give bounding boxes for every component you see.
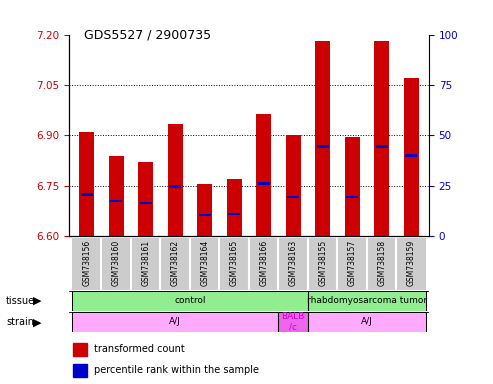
Text: GSM738157: GSM738157 [348, 240, 357, 286]
Text: GSM738160: GSM738160 [112, 240, 121, 286]
Bar [219, 238, 249, 290]
Bar [317, 145, 329, 148]
Text: ▶: ▶ [33, 296, 41, 306]
Bar [140, 202, 152, 204]
Text: BALB
/c: BALB /c [282, 312, 305, 332]
Bar [338, 238, 367, 290]
Bar [279, 238, 308, 290]
Bar [228, 213, 240, 215]
Text: A/J: A/J [169, 318, 181, 326]
Bar [316, 41, 330, 236]
Text: GSM738163: GSM738163 [289, 240, 298, 286]
Text: tissue: tissue [6, 296, 35, 306]
Text: percentile rank within the sample: percentile rank within the sample [94, 366, 259, 376]
Bar [308, 312, 426, 332]
Bar [79, 132, 94, 236]
Bar [102, 238, 131, 290]
Bar [131, 238, 160, 290]
Text: GSM738158: GSM738158 [377, 240, 386, 286]
Bar [109, 156, 124, 236]
Text: control: control [174, 296, 206, 305]
Bar [405, 154, 417, 157]
Bar [249, 238, 279, 290]
Bar [279, 312, 308, 332]
Bar [374, 41, 389, 236]
Bar [72, 343, 87, 356]
Text: GSM738166: GSM738166 [259, 240, 268, 286]
Text: GSM738156: GSM738156 [82, 240, 91, 286]
Bar [72, 364, 87, 377]
Bar [308, 291, 426, 311]
Bar [72, 312, 279, 332]
Bar [258, 182, 270, 185]
Bar [168, 124, 182, 236]
Text: GSM738155: GSM738155 [318, 240, 327, 286]
Bar [367, 238, 396, 290]
Text: GSM738159: GSM738159 [407, 240, 416, 286]
Text: A/J: A/J [361, 318, 373, 326]
Bar [139, 162, 153, 236]
Text: GSM738164: GSM738164 [200, 240, 209, 286]
Bar [256, 114, 271, 236]
Bar [81, 194, 93, 196]
Text: GSM738162: GSM738162 [171, 240, 180, 286]
Bar [404, 78, 419, 236]
Text: rhabdomyosarcoma tumor: rhabdomyosarcoma tumor [307, 296, 427, 305]
Bar [396, 238, 426, 290]
Text: GDS5527 / 2900735: GDS5527 / 2900735 [84, 29, 211, 42]
Text: transformed count: transformed count [94, 344, 185, 354]
Bar [287, 195, 299, 198]
Text: GSM738165: GSM738165 [230, 240, 239, 286]
Bar [345, 137, 359, 236]
Bar [286, 135, 301, 236]
Bar [227, 179, 242, 236]
Bar [346, 195, 358, 198]
Bar [72, 238, 102, 290]
Bar [197, 184, 212, 236]
Text: GSM738161: GSM738161 [141, 240, 150, 286]
Bar [308, 238, 338, 290]
Bar [199, 214, 211, 216]
Bar [110, 200, 122, 202]
Text: strain: strain [6, 317, 34, 327]
Bar [160, 238, 190, 290]
Bar [72, 291, 308, 311]
Bar [376, 145, 387, 148]
Bar [169, 185, 181, 188]
Bar [190, 238, 219, 290]
Text: ▶: ▶ [33, 317, 41, 327]
